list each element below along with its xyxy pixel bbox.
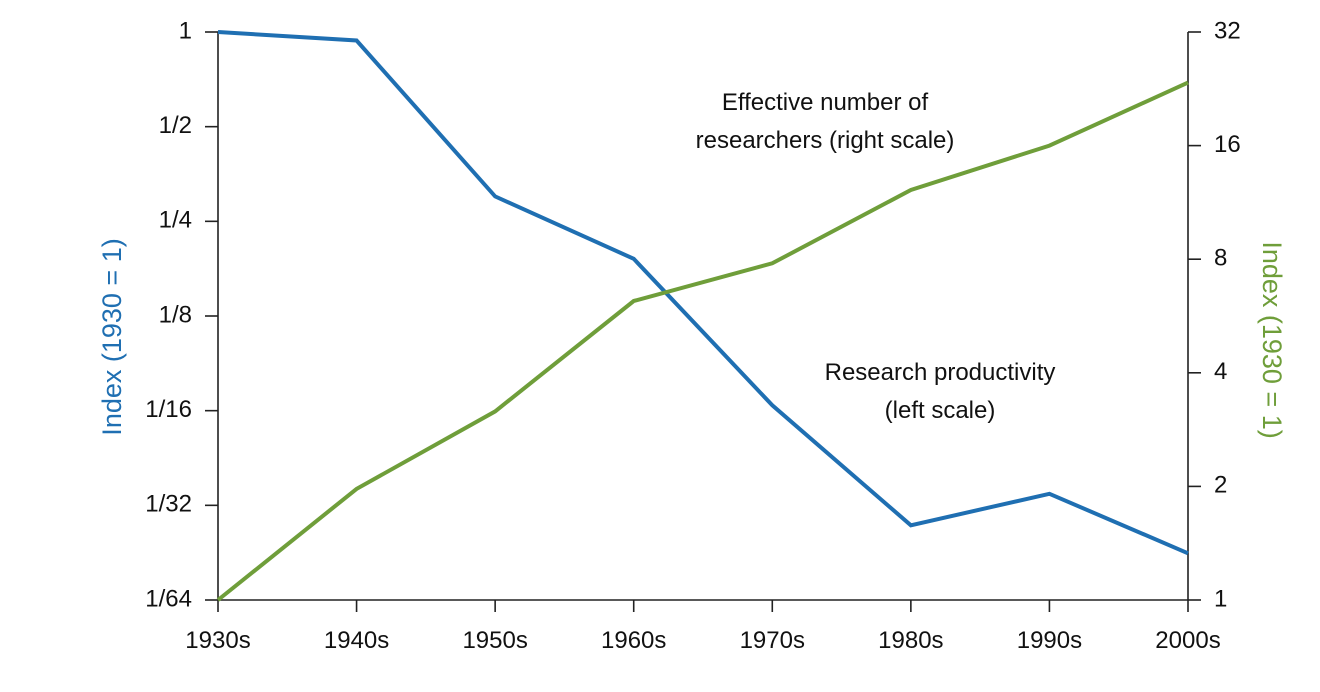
left-ticks: 1 1/2 1/4 1/8 1/16 1/32 1/64 (145, 17, 218, 612)
x-tick-label: 1980s (878, 627, 943, 654)
productivity-annotation-line-2: (left scale) (885, 397, 996, 424)
left-tick-label: 1/16 (145, 396, 192, 423)
productivity-annotation-line-1: Research productivity (825, 359, 1056, 386)
x-tick-label: 1940s (324, 627, 389, 654)
x-tick-label: 1990s (1017, 627, 1082, 654)
right-ticks: 32 16 8 4 2 1 (1188, 17, 1241, 612)
researchers-annotation-line-1: Effective number of (722, 89, 929, 116)
x-ticks: 1930s 1940s 1950s 1960s 1970s 1980s 1990s 2000s (185, 600, 1221, 654)
right-tick-label: 16 (1214, 131, 1241, 158)
x-tick-label: 1930s (185, 627, 250, 654)
left-tick-label: 1/32 (145, 491, 192, 518)
left-tick-label: 1/4 (159, 207, 192, 234)
left-tick-label: 1/64 (145, 585, 192, 612)
x-tick-label: 1970s (740, 627, 805, 654)
right-tick-label: 8 (1214, 245, 1227, 272)
right-tick-label: 4 (1214, 358, 1227, 385)
series-line-researchers (216, 80, 1189, 602)
left-axis-title: Index (1930 = 1) (97, 238, 127, 435)
right-tick-label: 32 (1214, 17, 1241, 44)
series-line-productivity (217, 30, 1189, 556)
x-tick-label: 2000s (1155, 627, 1220, 654)
x-tick-label: 1950s (462, 627, 527, 654)
series-layer (216, 30, 1189, 602)
left-tick-label: 1/2 (159, 112, 192, 139)
left-tick-label: 1/8 (159, 301, 192, 328)
x-tick-label: 1960s (601, 627, 666, 654)
right-axis-title: Index (1930 = 1) (1257, 241, 1287, 438)
researchers-annotation-line-2: researchers (right scale) (696, 127, 955, 154)
right-tick-label: 2 (1214, 472, 1227, 499)
axes (217, 32, 1189, 601)
right-tick-label: 1 (1214, 585, 1227, 612)
left-tick-label: 1 (179, 17, 192, 44)
